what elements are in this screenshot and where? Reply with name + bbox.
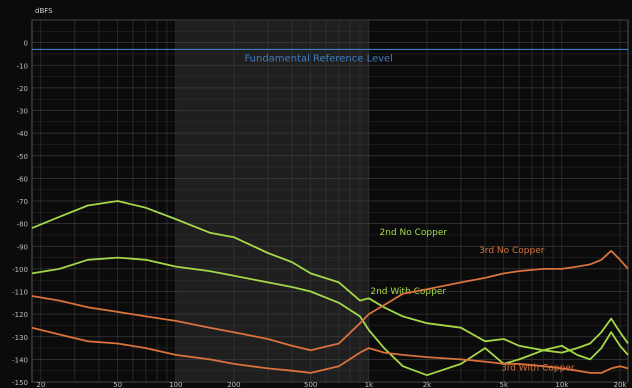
series-2nd-no-copper: 2nd No Copper: [31, 200, 629, 354]
y-tick-label: -110: [12, 289, 28, 297]
x-tick-label: 200: [227, 381, 240, 388]
y-tick-label: 0: [24, 40, 28, 48]
y-tick-label: -100: [12, 266, 28, 274]
x-tick-label: 50: [113, 381, 122, 388]
y-tick-label: -20: [17, 85, 28, 93]
y-axis-label: dBFS: [35, 7, 53, 15]
x-tick-label: 20k: [614, 381, 628, 388]
x-tick-label: 100: [169, 381, 182, 388]
series-line-3rd-with-copper: [31, 326, 629, 374]
x-tick-label: 20: [36, 381, 45, 388]
y-tick-label: -70: [17, 198, 28, 206]
y-tick-label: -60: [17, 175, 28, 183]
series-label-2nd-no-copper: 2nd No Copper: [380, 228, 448, 238]
y-tick-label: -140: [12, 356, 28, 364]
reference-level-label: Fundamental Reference Level: [244, 53, 393, 64]
y-tick-label: -130: [12, 334, 28, 342]
series-3rd-with-copper: 3rd With Copper: [31, 326, 629, 374]
series-line-3rd-no-copper: [31, 249, 629, 352]
x-tick-label: 10k: [555, 381, 569, 388]
x-tick-label: 2k: [423, 381, 432, 388]
x-tick-label: 500: [304, 381, 317, 388]
y-tick-label: -120: [12, 311, 28, 319]
y-tick-label: -80: [17, 221, 28, 229]
series-label-3rd-no-copper: 3rd No Copper: [479, 246, 545, 256]
y-tick-label: -40: [17, 130, 28, 138]
y-tick-label: -10: [17, 62, 28, 70]
y-tick-label: -50: [17, 153, 28, 161]
series-3rd-no-copper: 3rd No Copper: [31, 246, 629, 352]
y-tick-label: -90: [17, 243, 28, 251]
series-line-2nd-with-copper: [31, 256, 629, 377]
series-label-2nd-with-copper: 2nd With Copper: [370, 287, 446, 297]
grid: [32, 19, 628, 383]
series-line-2nd-no-copper: [31, 200, 629, 354]
x-tick-label: 5k: [500, 381, 509, 388]
series-label-3rd-with-copper: 3rd With Copper: [501, 364, 575, 374]
y-tick-label: -30: [17, 108, 28, 116]
series-2nd-with-copper: 2nd With Copper: [31, 256, 629, 377]
y-tick-label: -150: [12, 379, 28, 387]
x-tick-label: 1k: [365, 381, 374, 388]
